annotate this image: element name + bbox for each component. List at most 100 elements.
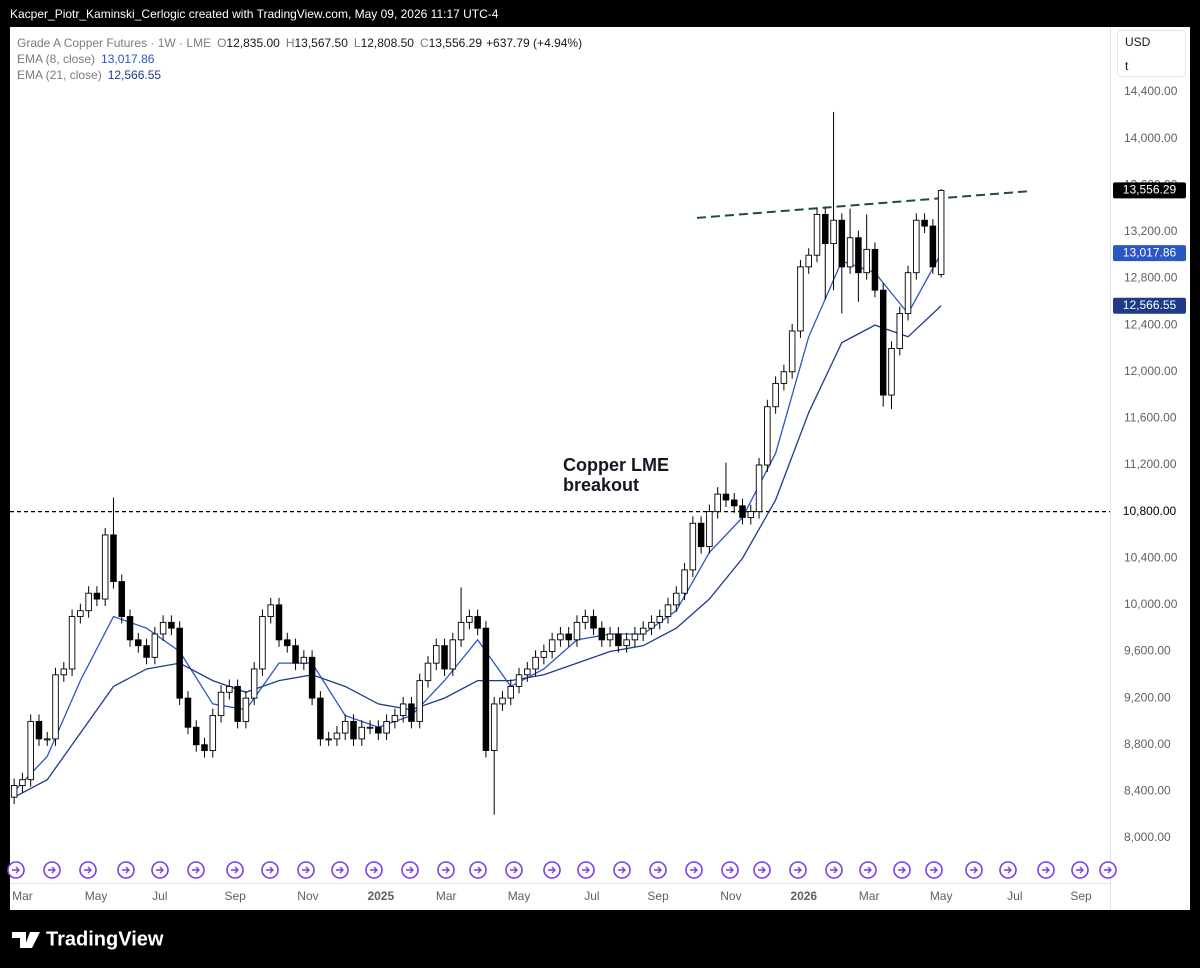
- event-arrow: [406, 866, 414, 874]
- candle-body: [764, 406, 771, 466]
- y-tick-label: 9,600.00: [1124, 644, 1171, 658]
- candle-body: [581, 616, 589, 623]
- event-icon: [7, 861, 25, 879]
- candle-body: [168, 621, 175, 629]
- event-icon: [226, 861, 244, 879]
- candle-body: [325, 738, 332, 741]
- ohlc-value: 12,808.50: [361, 36, 415, 50]
- ema-price-label: 12,566.55: [1123, 298, 1177, 312]
- event-arrow: [654, 866, 662, 874]
- x-tick-label: May: [508, 889, 531, 903]
- candle-body: [341, 720, 349, 734]
- event-arrow: [1004, 866, 1012, 874]
- candle-body: [664, 604, 672, 617]
- y-tick-label: 14,400.00: [1124, 84, 1178, 98]
- event-arrow: [618, 866, 626, 874]
- event-icon: [685, 861, 703, 879]
- candle-body: [797, 266, 804, 332]
- y-tick-label: 12,000.00: [1124, 364, 1178, 378]
- candle-body: [358, 726, 366, 740]
- candle-body: [598, 627, 606, 641]
- candle-body: [822, 213, 829, 245]
- candle-body: [507, 686, 515, 699]
- event-icon: [965, 861, 983, 879]
- event-arrow: [442, 866, 450, 874]
- event-icon: [331, 861, 349, 879]
- event-arrow: [830, 866, 838, 874]
- plot: 8,000.00 8,400.00 8,800.00 9,200.00 9,600.00…: [7, 84, 1186, 903]
- attribution: Kacper_Piotr_Kaminski_Cerlogic created w…: [10, 7, 499, 21]
- series-name: EMA (21, close): [17, 68, 102, 82]
- ohlc-key: H: [286, 36, 295, 50]
- candle-body: [689, 522, 697, 571]
- candle-body: [308, 656, 316, 699]
- candle-body: [201, 744, 208, 752]
- candle-body: [590, 616, 597, 629]
- event-arrow: [794, 866, 802, 874]
- candle-body: [573, 621, 581, 641]
- candle-body: [557, 633, 564, 641]
- candle-body: [93, 592, 101, 600]
- brand: TradingView: [46, 928, 164, 950]
- event-icon: [859, 861, 877, 879]
- event-arrow: [726, 866, 734, 874]
- ema-price-label-box: [1113, 245, 1186, 262]
- candle-body: [681, 569, 688, 594]
- candle-body: [457, 621, 465, 641]
- level-label: 10,800.00: [1123, 504, 1177, 518]
- event-arrow: [48, 866, 56, 874]
- event-icon: [893, 861, 911, 879]
- y-tick-label: 14,000.00: [1124, 131, 1178, 145]
- event-arrow: [1076, 866, 1084, 874]
- last-price-label: 13,556.29: [1123, 183, 1177, 197]
- event-arrow: [370, 866, 378, 874]
- candle-body: [656, 616, 663, 623]
- y-tick-label: 9,200.00: [1124, 690, 1171, 704]
- candle-body: [606, 633, 614, 641]
- footer-logo: TradingView: [12, 928, 164, 950]
- event-arrow: [122, 866, 130, 874]
- y-tick-label: 12,800.00: [1124, 271, 1178, 285]
- event-icon: [649, 861, 667, 879]
- candle-body: [217, 691, 225, 717]
- candle-body: [408, 703, 415, 722]
- candle-body: [722, 493, 730, 501]
- ema-price-label-box: [1113, 297, 1186, 314]
- event-icon: [505, 861, 523, 879]
- y-tick-label: 8,400.00: [1124, 784, 1171, 798]
- candle-body: [275, 604, 283, 641]
- event-arrow: [474, 866, 482, 874]
- candle-body: [118, 581, 125, 617]
- candle-body: [788, 330, 796, 373]
- candle-body: [697, 522, 705, 548]
- candle-body: [888, 348, 895, 396]
- candle-body: [780, 371, 788, 384]
- candle-body: [101, 534, 109, 600]
- candle-body: [813, 213, 821, 256]
- candle-body: [532, 656, 539, 670]
- candle-body: [366, 726, 374, 729]
- candle-body: [77, 610, 84, 617]
- event-icon: [753, 861, 771, 879]
- candle-body: [921, 219, 928, 227]
- candle-body: [317, 697, 324, 740]
- candle-body: [126, 616, 134, 641]
- event-icon: [613, 861, 631, 879]
- event-arrow: [582, 866, 590, 874]
- candle-body: [871, 248, 879, 291]
- ohlc-key: O: [217, 36, 226, 50]
- candle-body: [209, 715, 217, 752]
- legend-entry: EMA (8, close) 13,017.86: [17, 52, 155, 66]
- ema-line: [13, 305, 942, 798]
- candle-body: [151, 633, 159, 658]
- event-arrow: [1042, 866, 1050, 874]
- candle-body: [43, 738, 51, 741]
- candle-body: [85, 592, 92, 612]
- y-tick-label: 11,200.00: [1124, 457, 1177, 471]
- candle-body: [706, 511, 713, 548]
- candle-body: [242, 697, 250, 722]
- candle-body: [391, 715, 399, 722]
- event-arrow: [548, 866, 556, 874]
- x-tick-label: Nov: [720, 889, 741, 903]
